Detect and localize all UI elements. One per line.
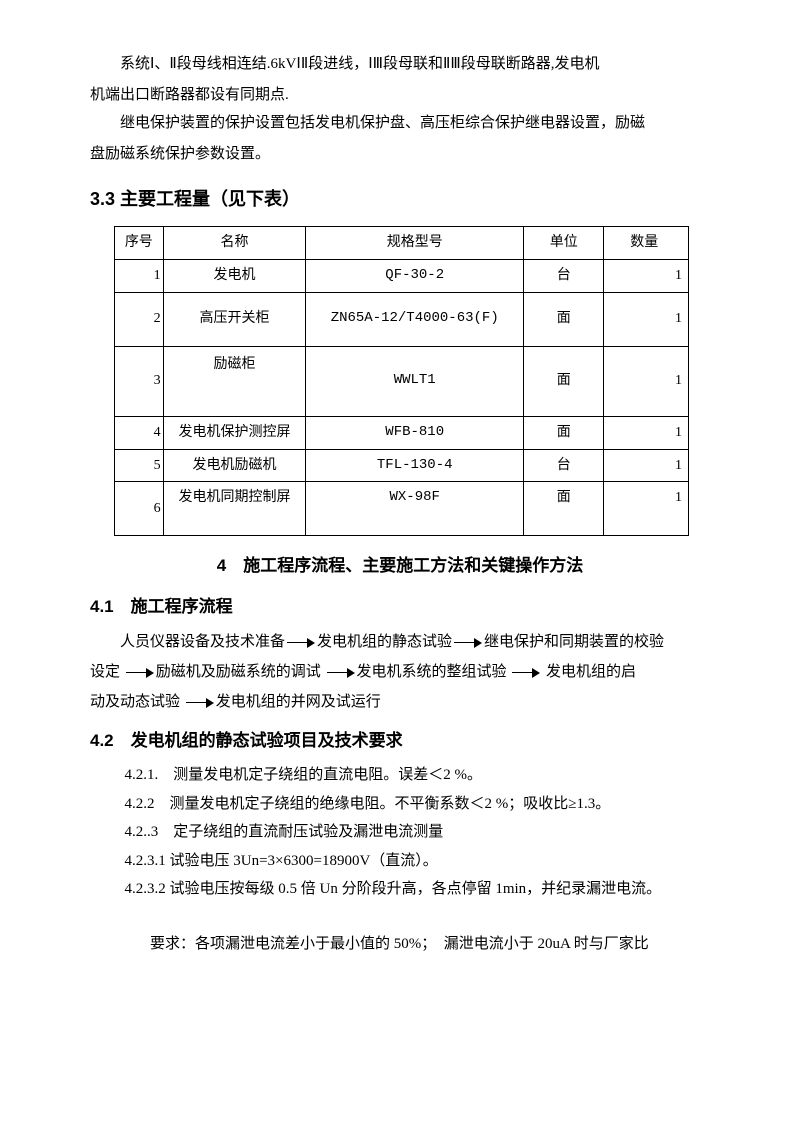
arrow-icon [512, 669, 540, 677]
equipment-table: 序号 名称 规格型号 单位 数量 1 发电机 QF-30-2 台 1 2 高压开… [114, 226, 689, 536]
cell-name: 发电机 [163, 259, 306, 292]
cell-unit: 面 [524, 482, 604, 536]
paragraph-2-line1: 继电保护装置的保护设置包括发电机保护盘、高压柜综合保护继电器设置，励磁 [90, 109, 710, 138]
cell-spec: WX-98F [306, 482, 524, 536]
header-unit: 单位 [524, 227, 604, 260]
heading-4-1: 4.1 施工程序流程 [90, 591, 710, 623]
cell-name: 发电机同期控制屏 [163, 482, 306, 536]
process-flow-line2: 设定 励磁机及励磁系统的调试 发电机系统的整组试验 发电机组的启 [90, 657, 710, 687]
arrow-icon [454, 639, 482, 647]
spec-item: 4.2.2 测量发电机定子绕组的绝缘电阻。不平衡系数＜2 %；吸收比≥1.3。 [90, 790, 710, 819]
cell-seq: 3 [115, 346, 164, 416]
paragraph-1-line2: 机端出口断路器都设有同期点. [90, 81, 710, 110]
cell-qty: 1 [604, 482, 689, 536]
header-qty: 数量 [604, 227, 689, 260]
arrow-icon [126, 669, 154, 677]
table-row: 5 发电机励磁机 TFL-130-4 台 1 [115, 449, 689, 482]
table-header-row: 序号 名称 规格型号 单位 数量 [115, 227, 689, 260]
arrow-icon [327, 669, 355, 677]
cell-unit: 面 [524, 292, 604, 346]
flow-step: 发电机系统的整组试验 [357, 664, 507, 680]
cell-seq: 5 [115, 449, 164, 482]
arrow-icon [287, 639, 315, 647]
cell-seq: 6 [115, 482, 164, 536]
cell-qty: 1 [604, 416, 689, 449]
cell-name: 发电机保护测控屏 [163, 416, 306, 449]
header-name: 名称 [163, 227, 306, 260]
cell-unit: 台 [524, 259, 604, 292]
table-row: 6 发电机同期控制屏 WX-98F 面 1 [115, 482, 689, 536]
header-spec: 规格型号 [306, 227, 524, 260]
paragraph-2-line2: 盘励磁系统保护参数设置。 [90, 140, 710, 169]
cell-unit: 面 [524, 416, 604, 449]
table-row: 1 发电机 QF-30-2 台 1 [115, 259, 689, 292]
process-flow: 人员仪器设备及技术准备 发电机组的静态试验 继电保护和同期装置的校验 [90, 627, 710, 657]
cell-name: 发电机励磁机 [163, 449, 306, 482]
cell-unit: 台 [524, 449, 604, 482]
flow-step: 继电保护和同期装置的校验 [484, 634, 664, 650]
flow-step: 动及动态试验 [90, 694, 180, 710]
spec-item: 4.2.3.2 试验电压按每级 0.5 倍 Un 分阶段升高，各点停留 1min… [90, 875, 710, 904]
flow-step: 人员仪器设备及技术准备 [120, 634, 285, 650]
cell-seq: 1 [115, 259, 164, 292]
cell-qty: 1 [604, 346, 689, 416]
table-row: 4 发电机保护测控屏 WFB-810 面 1 [115, 416, 689, 449]
table-row: 2 高压开关柜 ZN65A-12/T4000-63(F) 面 1 [115, 292, 689, 346]
cell-qty: 1 [604, 449, 689, 482]
heading-4: 4 施工程序流程、主要施工方法和关键操作方法 [90, 550, 710, 582]
footer-requirement: 要求：各项漏泄电流差小于最小值的 50%； 漏泄电流小于 20uA 时与厂家比 [90, 930, 710, 959]
process-flow-line3: 动及动态试验 发电机组的并网及试运行 [90, 687, 710, 717]
spec-item: 4.2.1. 测量发电机定子绕组的直流电阻。误差＜2 %。 [90, 761, 710, 790]
cell-spec: WFB-810 [306, 416, 524, 449]
cell-spec: TFL-130-4 [306, 449, 524, 482]
cell-spec: ZN65A-12/T4000-63(F) [306, 292, 524, 346]
table-row: 3 励磁柜 WWLT1 面 1 [115, 346, 689, 416]
cell-qty: 1 [604, 292, 689, 346]
header-seq: 序号 [115, 227, 164, 260]
cell-name: 励磁柜 [163, 346, 306, 416]
paragraph-1-line1: 系统Ⅰ、Ⅱ段母线相连结.6kVⅠⅡ段进线，ⅠⅢ段母联和ⅡⅢ段母联断路器,发电机 [90, 50, 710, 79]
heading-4-2: 4.2 发电机组的静态试验项目及技术要求 [90, 725, 710, 757]
heading-3-3: 3.3 主要工程量（见下表） [90, 182, 710, 216]
arrow-icon [186, 699, 214, 707]
cell-spec: QF-30-2 [306, 259, 524, 292]
flow-step: 发电机组的启 [546, 664, 636, 680]
flow-step: 励磁机及励磁系统的调试 [156, 664, 321, 680]
flow-step: 发电机组的静态试验 [317, 634, 452, 650]
spec-item: 4.2..3 定子绕组的直流耐压试验及漏泄电流测量 [90, 818, 710, 847]
cell-spec: WWLT1 [306, 346, 524, 416]
cell-name: 高压开关柜 [163, 292, 306, 346]
cell-qty: 1 [604, 259, 689, 292]
flow-step: 发电机组的并网及试运行 [216, 694, 381, 710]
cell-seq: 4 [115, 416, 164, 449]
spec-item: 4.2.3.1 试验电压 3Un=3×6300=18900V（直流）。 [90, 847, 710, 876]
cell-seq: 2 [115, 292, 164, 346]
flow-step: 设定 [90, 664, 120, 680]
cell-unit: 面 [524, 346, 604, 416]
